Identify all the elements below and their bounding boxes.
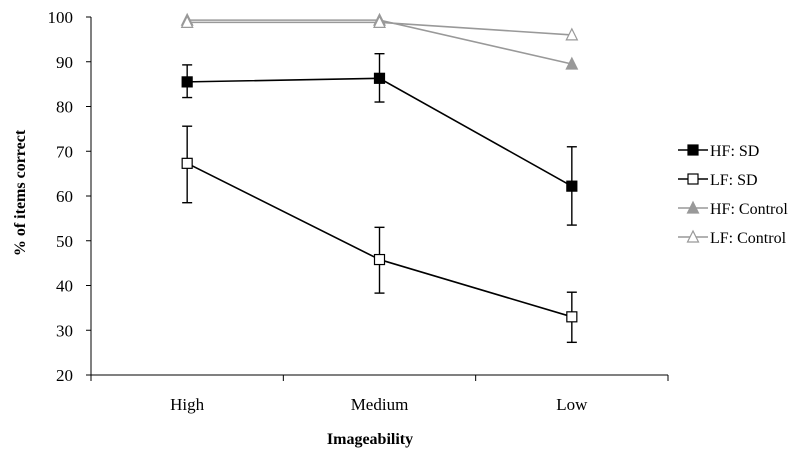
legend-label: HF: SD	[710, 143, 759, 160]
data-point	[686, 200, 700, 214]
data-point	[566, 311, 578, 323]
y-tick-label: 30	[56, 321, 73, 340]
x-tick-label: High	[170, 395, 205, 414]
y-tick-label: 60	[56, 187, 73, 206]
legend-label: HF: Control	[710, 201, 788, 218]
y-tick-label: 20	[56, 366, 73, 385]
data-point	[566, 180, 578, 192]
data-point	[373, 72, 386, 84]
data-point	[565, 27, 579, 41]
data-point	[180, 15, 194, 28]
x-axis-title: Imageability	[327, 431, 413, 448]
y-tick-label: 90	[56, 53, 73, 72]
y-tick-label: 80	[56, 98, 73, 117]
data-point	[373, 15, 386, 28]
y-tick-label: 100	[48, 8, 74, 27]
data-point	[373, 253, 386, 266]
legend-label: LF: Control	[710, 230, 787, 247]
data-point	[181, 76, 193, 88]
series-hf-sd	[181, 52, 578, 226]
y-tick-label: 40	[56, 277, 73, 296]
legend-item: LF: Control	[678, 229, 787, 247]
data-point	[181, 157, 193, 169]
data-point	[686, 229, 700, 243]
series-layer	[180, 12, 579, 344]
legend-item: LF: SD	[678, 172, 758, 189]
y-axis-title: % of items correct	[12, 129, 29, 256]
legend-item: HF: SD	[678, 143, 759, 160]
legend-label: LF: SD	[710, 172, 758, 189]
legend: HF: SD LF: SD HF: Control LF: Control	[678, 143, 788, 247]
series-lf-control	[180, 15, 579, 41]
axes: 20 30 40 50 60 70 80 90 100 High Medium Low	[48, 8, 669, 414]
legend-item: HF: Control	[678, 200, 788, 218]
x-tick-label: Medium	[351, 395, 409, 414]
data-point	[565, 56, 579, 70]
data-point	[687, 144, 699, 156]
x-tick-label: Low	[556, 395, 588, 414]
data-point	[687, 173, 699, 185]
y-tick-label: 50	[56, 232, 73, 251]
series-lf-sd	[181, 125, 578, 344]
y-tick-label: 70	[56, 142, 73, 161]
